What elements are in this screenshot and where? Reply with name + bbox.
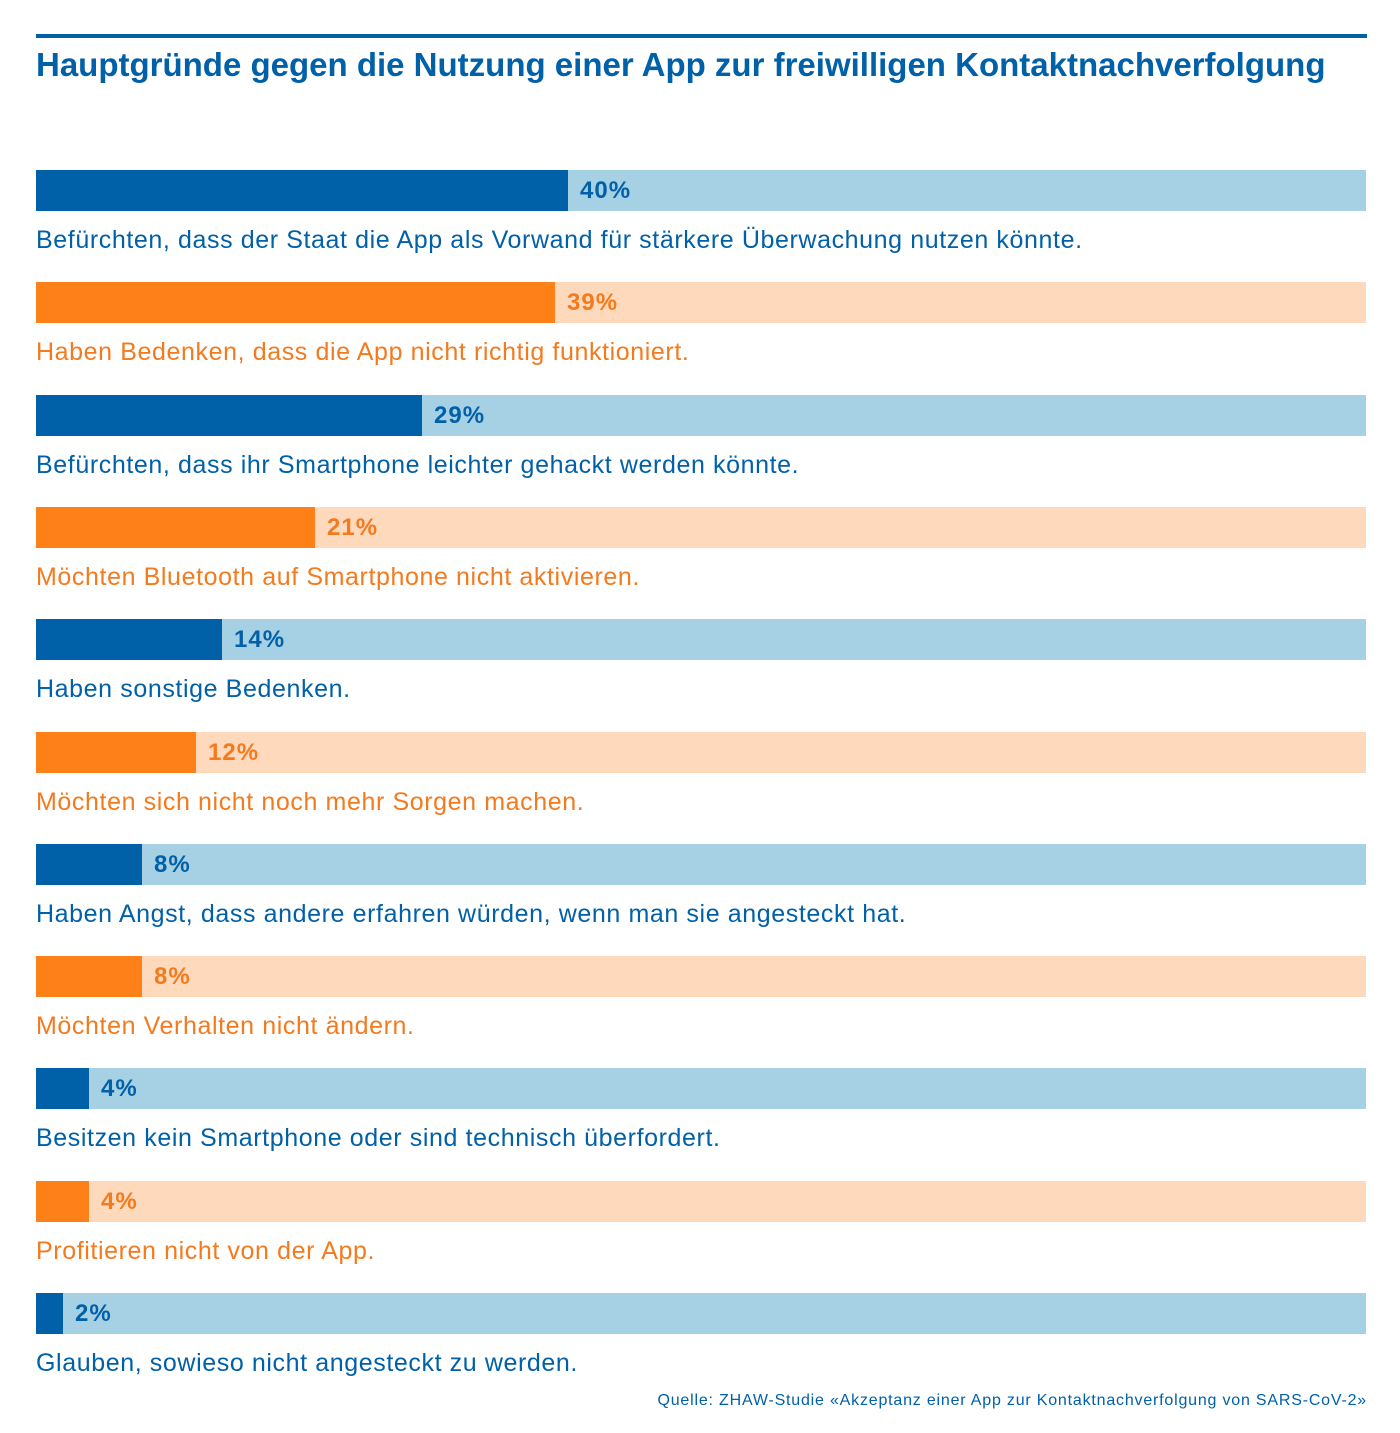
bar-category-label: Haben sonstige Bedenken. <box>36 675 351 703</box>
bar-track: 4% <box>36 1181 1366 1222</box>
bar-track: 8% <box>36 956 1366 997</box>
bar-category-label: Möchten sich nicht noch mehr Sorgen mach… <box>36 788 585 816</box>
bar-row: 40% Befürchten, dass der Staat die App al… <box>36 170 1366 282</box>
bar-value-label: 4% <box>101 1188 138 1215</box>
bar <box>36 282 555 323</box>
bar-value-label: 40% <box>580 177 632 204</box>
bar <box>36 1181 89 1222</box>
bar-track: 8% <box>36 844 1366 885</box>
top-rule <box>36 34 1367 38</box>
bar-track: 40% <box>36 170 1366 211</box>
bar-value-label: 12% <box>208 739 260 766</box>
bar <box>36 956 142 997</box>
bar-track: 12% <box>36 732 1366 773</box>
bar-category-label: Haben Bedenken, dass die App nicht richt… <box>36 338 690 366</box>
bar-category-label: Möchten Bluetooth auf Smartphone nicht a… <box>36 563 640 591</box>
bar-category-label: Haben Angst, dass andere erfahren würden… <box>36 900 907 928</box>
bar-row: 2% Glauben, sowieso nicht angesteckt zu w… <box>36 1293 1366 1405</box>
bar-track: 14% <box>36 619 1366 660</box>
bar-track: 21% <box>36 507 1366 548</box>
bar-value-label: 4% <box>101 1075 138 1102</box>
bar-row: 8% Möchten Verhalten nicht ändern. <box>36 956 1366 1068</box>
bar-category-label: Befürchten, dass ihr Smartphone leichter… <box>36 451 800 479</box>
bar <box>36 395 422 436</box>
bar <box>36 170 568 211</box>
bar-value-label: 29% <box>434 402 486 429</box>
bar <box>36 1068 89 1109</box>
bar-category-label: Befürchten, dass der Staat die App als V… <box>36 226 1083 254</box>
bar-category-label: Besitzen kein Smartphone oder sind techn… <box>36 1124 721 1152</box>
bar <box>36 844 142 885</box>
bar-row: 21% Möchten Bluetooth auf Smartphone nich… <box>36 507 1366 619</box>
bar-value-label: 8% <box>154 963 191 990</box>
bar <box>36 619 222 660</box>
bar-track: 4% <box>36 1068 1366 1109</box>
bar-value-label: 21% <box>327 514 379 541</box>
bar-row: 12% Möchten sich nicht noch mehr Sorgen m… <box>36 732 1366 844</box>
bar-category-label: Profitieren nicht von der App. <box>36 1237 376 1265</box>
bar-value-label: 2% <box>75 1300 112 1327</box>
bar <box>36 507 315 548</box>
bar-value-label: 39% <box>567 289 619 316</box>
bar-row: 14% Haben sonstige Bedenken. <box>36 619 1366 731</box>
bar-category-label: Glauben, sowieso nicht angesteckt zu wer… <box>36 1349 578 1377</box>
source-note: Quelle: ZHAW-Studie «Akzeptanz einer App… <box>657 1392 1367 1409</box>
bar-track: 39% <box>36 282 1366 323</box>
bar-row: 4% Besitzen kein Smartphone oder sind tec… <box>36 1068 1366 1180</box>
bar-value-label: 14% <box>234 626 286 653</box>
bar-category-label: Möchten Verhalten nicht ändern. <box>36 1012 415 1040</box>
bar <box>36 732 196 773</box>
bar <box>36 1293 63 1334</box>
bar-track: 29% <box>36 395 1366 436</box>
chart-title: Hauptgründe gegen die Nutzung einer App … <box>36 46 1326 83</box>
bar-value-label: 8% <box>154 851 191 878</box>
bar-row: 8% Haben Angst, dass andere erfahren würd… <box>36 844 1366 956</box>
bar-row: 29% Befürchten, dass ihr Smartphone leich… <box>36 395 1366 507</box>
bar-row: 39% Haben Bedenken, dass die App nicht ri… <box>36 282 1366 394</box>
bar-track: 2% <box>36 1293 1366 1334</box>
bar-row: 4% Profitieren nicht von der App. <box>36 1181 1366 1293</box>
